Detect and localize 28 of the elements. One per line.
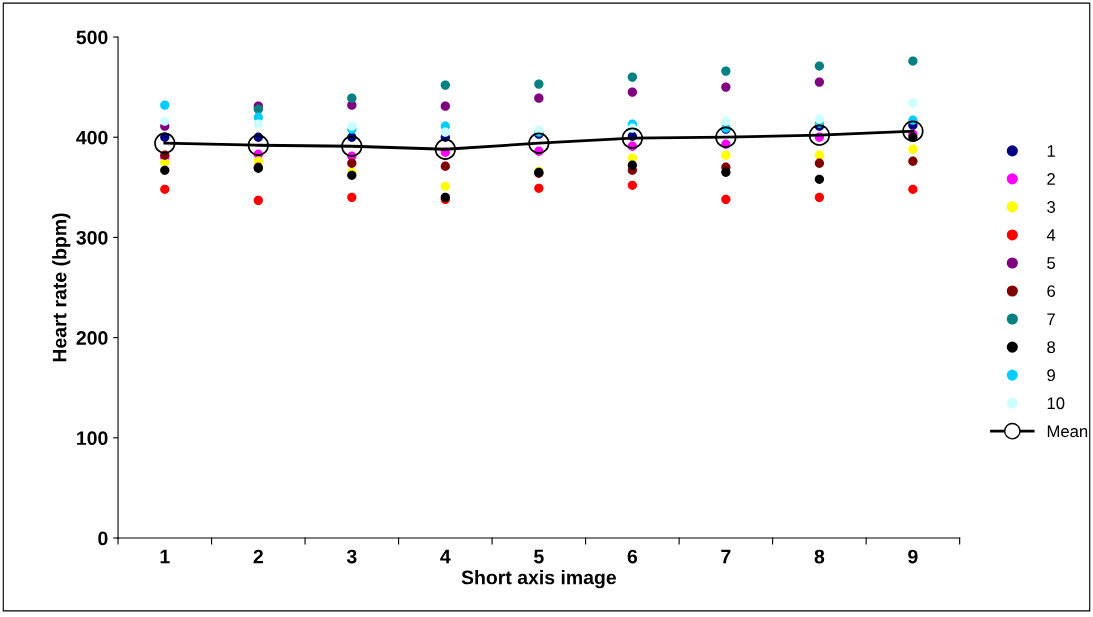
legend-label: 8 [1047, 341, 1056, 354]
x-tick-label: 1 [160, 549, 170, 564]
y-tick-label: 0 [98, 531, 108, 546]
legend-label: Mean [1047, 425, 1088, 438]
legend-label: 1 [1047, 145, 1055, 157]
x-tick-label: 4 [440, 549, 451, 564]
legend-label: 2 [1047, 173, 1055, 185]
legend-label: 5 [1047, 257, 1056, 269]
legend-label: 6 [1047, 285, 1056, 298]
y-tick-label: 500 [76, 30, 108, 45]
x-tick-label: 6 [627, 549, 638, 564]
y-axis-title: Heart rate (bpm) [52, 213, 71, 362]
legend-label: 4 [1046, 229, 1056, 241]
legend-label: 7 [1047, 313, 1055, 325]
y-tick-label: 100 [77, 431, 108, 446]
x-tick-label: 3 [346, 549, 357, 564]
legend-label: 10 [1047, 397, 1065, 410]
legend-label: 3 [1047, 201, 1056, 213]
y-tick-label: 200 [76, 331, 108, 345]
x-tick-label: 5 [534, 549, 544, 564]
legend-label: 9 [1047, 369, 1055, 382]
x-tick-label: 2 [253, 549, 263, 564]
x-tick-label: 7 [721, 549, 731, 564]
y-tick-label: 300 [76, 230, 108, 245]
x-axis-title: Short axis image [461, 570, 616, 589]
x-tick-label: 9 [908, 549, 918, 564]
y-tick-label: 400 [76, 130, 108, 145]
x-tick-label: 8 [814, 549, 825, 564]
